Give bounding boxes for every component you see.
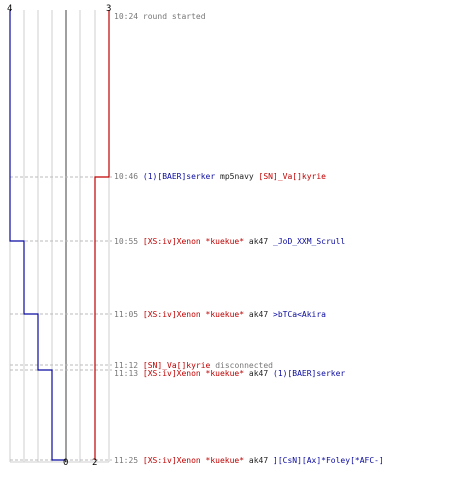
blue-end-count: 0 bbox=[63, 458, 69, 468]
event-row: 11:25 [XS:iv]Xenon *kuekue* ak47 ][CsN][… bbox=[114, 456, 384, 465]
event-victim: (1)[BAER]serker bbox=[273, 369, 346, 378]
event-text: round started bbox=[142, 12, 206, 21]
event-row: 10:46 (1)[BAER]serker mp5navy [SN]_Va[]k… bbox=[114, 172, 326, 181]
event-row: 11:12 [SN]_Va[]kyrie disconnected bbox=[114, 361, 273, 370]
red-team-alive-line bbox=[94, 10, 110, 460]
event-time: 10:24 bbox=[114, 12, 139, 21]
event-victim: >bTCa<Akira bbox=[273, 310, 326, 319]
event-weapon: ak47 bbox=[248, 369, 269, 378]
red-start-count: 3 bbox=[106, 4, 112, 14]
event-killer: [XS:iv]Xenon *kuekue* bbox=[142, 456, 245, 465]
event-row: 10:55 [XS:iv]Xenon *kuekue* ak47 _JoD_XX… bbox=[114, 237, 345, 246]
event-row: 10:24 round started bbox=[114, 12, 206, 21]
event-dashed-lines bbox=[10, 176, 112, 461]
event-victim: ][CsN][Ax]*Foley[*AFC-] bbox=[273, 456, 384, 465]
event-time: 10:46 bbox=[114, 172, 139, 181]
red-end-count: 2 bbox=[92, 458, 98, 468]
event-time: 10:55 bbox=[114, 237, 139, 246]
event-killer: [XS:iv]Xenon *kuekue* bbox=[142, 310, 245, 319]
event-row: 11:05 [XS:iv]Xenon *kuekue* ak47 >bTCa<A… bbox=[114, 310, 326, 319]
event-time: 11:05 bbox=[114, 310, 139, 319]
event-victim: _JoD_XXM_Scrull bbox=[273, 237, 346, 246]
event-killer: [XS:iv]Xenon *kuekue* bbox=[142, 237, 245, 246]
event-player: [SN]_Va[]kyrie bbox=[142, 361, 211, 370]
event-weapon: ak47 bbox=[248, 310, 269, 319]
event-weapon: ak47 bbox=[248, 237, 269, 246]
blue-team-alive-line bbox=[9, 10, 66, 461]
event-killer: (1)[BAER]serker bbox=[142, 172, 216, 181]
event-weapon: ak47 bbox=[248, 456, 269, 465]
event-weapon: mp5navy bbox=[220, 172, 254, 181]
event-time: 11:25 bbox=[114, 456, 139, 465]
event-killer: [XS:iv]Xenon *kuekue* bbox=[142, 369, 245, 378]
event-time: 11:13 bbox=[114, 369, 139, 378]
player-grid-lines bbox=[9, 10, 110, 463]
blue-start-count: 4 bbox=[7, 4, 13, 14]
event-victim: [SN]_Va[]kyrie bbox=[258, 172, 326, 181]
event-time: 11:12 bbox=[114, 361, 139, 370]
event-row: 11:13 [XS:iv]Xenon *kuekue* ak47 (1)[BAE… bbox=[114, 369, 345, 378]
event-text: disconnected bbox=[215, 361, 273, 370]
